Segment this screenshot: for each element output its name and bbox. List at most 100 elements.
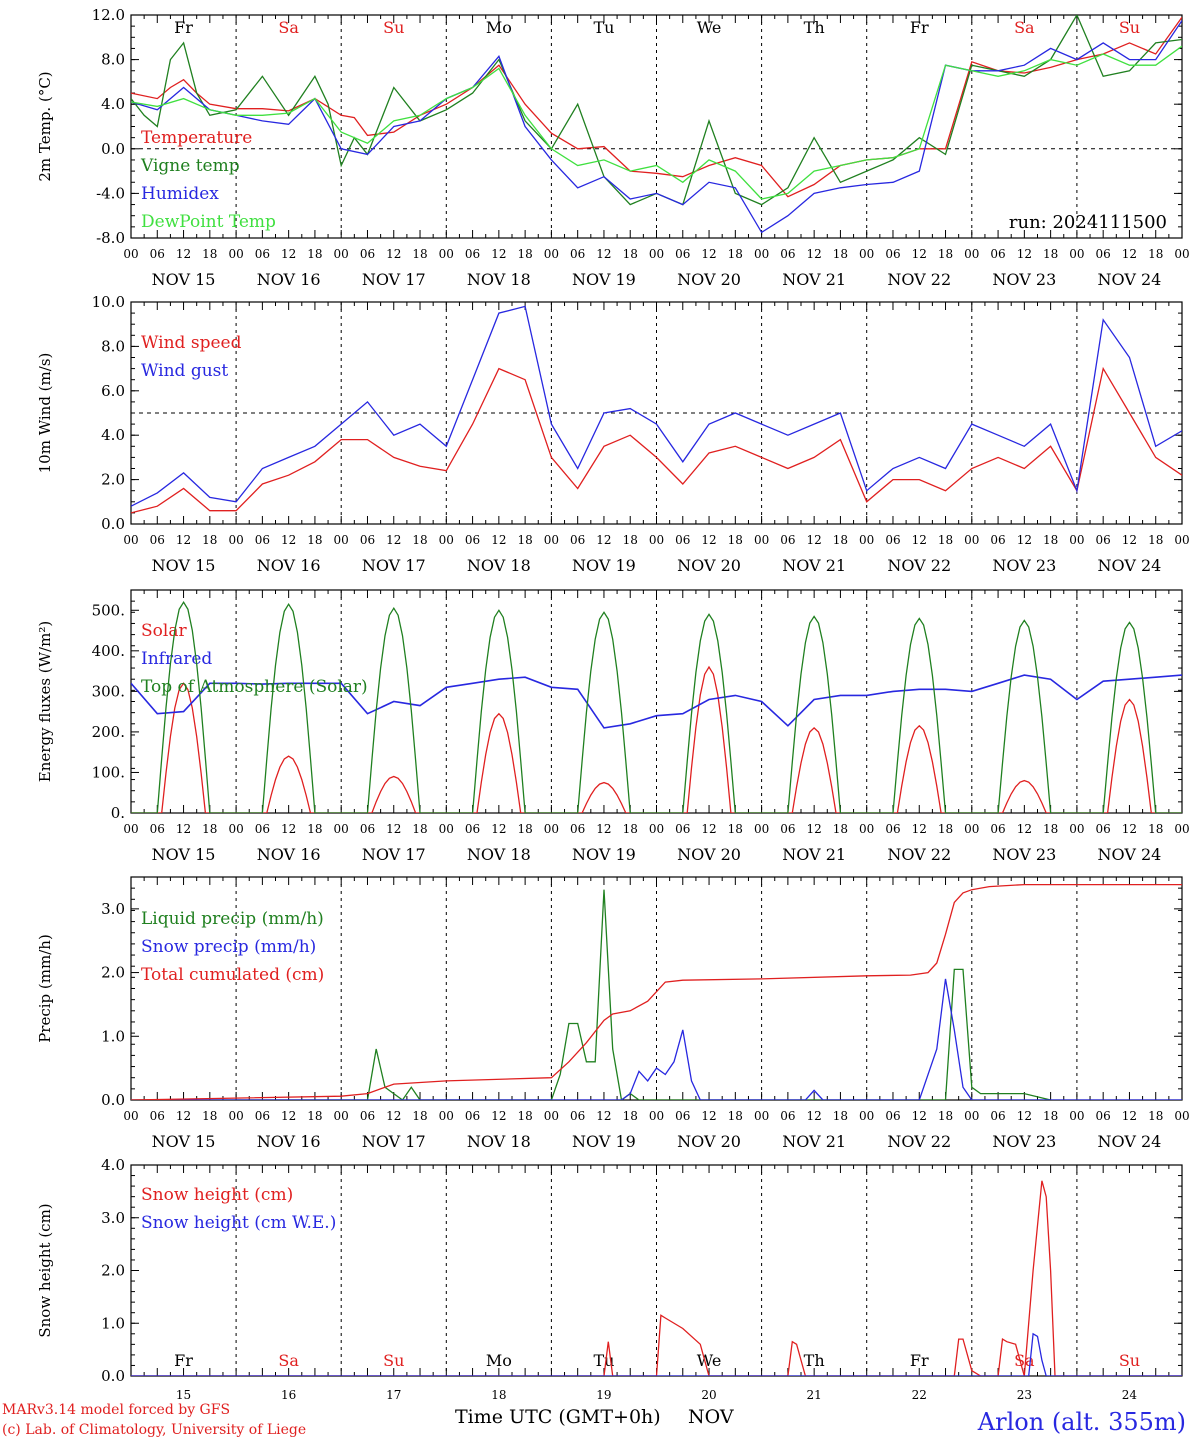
hour-label: 18 [307,247,322,261]
hour-label: 00 [123,533,138,547]
series-line-1 [131,889,1051,1100]
hour-label: 06 [465,533,480,547]
legend-entry: Wind speed [141,333,242,353]
panel-3: 0. 100. 200. 300. 400. 500. Energy fluxes (W/m… [36,589,1190,864]
day-number-label: 21 [807,1388,822,1402]
hour-label: 00 [649,533,664,547]
date-label: NOV 16 [257,270,321,289]
hour-label: 12 [281,822,296,836]
weekday-label: Sa [278,1351,299,1370]
hour-label: 18 [623,533,638,547]
legend-entry: DewPoint Temp [141,212,276,232]
weekday-label: Sa [1014,18,1035,37]
hour-label: 18 [412,247,427,261]
weekday-label: Su [1119,18,1140,37]
hour-label: 00 [123,822,138,836]
hour-label: 06 [150,247,165,261]
hour-label: 12 [807,533,822,547]
hour-label: 00 [544,247,559,261]
series-line-1 [131,665,1182,813]
date-label: NOV 23 [992,556,1056,575]
hour-label: 00 [1174,533,1189,547]
hour-label: 12 [807,822,822,836]
y-tick-label: 0. [111,804,125,822]
hour-label: 18 [833,1109,848,1123]
hour-label: 00 [334,533,349,547]
hour-label: 00 [123,247,138,261]
hour-label: 18 [517,1109,532,1123]
hour-label: 18 [1043,822,1058,836]
hour-label: 00 [964,1109,979,1123]
y-axis-label: 10m Wind (m/s) [36,353,54,474]
hour-label: 18 [623,822,638,836]
y-tick-label: 8.0 [101,337,125,355]
date-label: NOV 23 [992,845,1056,864]
hour-label: 06 [780,1109,795,1123]
y-tick-label: 6.0 [101,382,125,400]
series-line-2 [131,674,1182,729]
hour-label: 06 [465,822,480,836]
hour-label: 00 [754,533,769,547]
y-tick-label: 2.0 [101,471,125,489]
legend-entry: Temperature [141,128,252,148]
hour-label: 18 [307,1109,322,1123]
panel-5: 0.0 1.0 2.0 3.0 4.0 Snow height (cm) Fr 15 Sa 16 S… [36,1156,1183,1402]
date-label: NOV 15 [152,556,216,575]
hour-label: 12 [176,822,191,836]
weekday-label: We [697,1351,722,1370]
date-label: NOV 17 [362,845,426,864]
hour-label: 18 [728,822,743,836]
hour-label: 06 [675,533,690,547]
weekday-label: Th [804,18,825,37]
weekday-label: Su [1119,1351,1140,1370]
hour-label: 18 [202,247,217,261]
hour-label: 00 [1069,247,1084,261]
series-line-1 [131,366,1182,514]
hour-label: 06 [150,533,165,547]
hour-label: 00 [964,247,979,261]
y-tick-label: 2.0 [101,964,125,982]
hour-label: 12 [596,822,611,836]
y-tick-label: -4.0 [96,184,125,202]
weekday-label: We [697,18,722,37]
hour-label: 06 [1096,247,1111,261]
day-number-label: 15 [176,1388,191,1402]
series-line-2 [131,978,1182,1100]
hour-label: 06 [570,247,585,261]
hour-label: 06 [1096,1109,1111,1123]
y-tick-label: 4.0 [101,1156,125,1174]
y-tick-label: 1.0 [101,1027,125,1045]
date-label: NOV 17 [362,556,426,575]
date-label: NOV 22 [887,845,951,864]
y-tick-label: 3.0 [101,1209,125,1227]
date-label: NOV 15 [152,845,216,864]
date-label: NOV 15 [152,270,216,289]
month-label: NOV [688,1406,734,1428]
hour-label: 00 [859,247,874,261]
hour-label: 00 [1174,822,1189,836]
hour-label: 18 [1148,247,1163,261]
date-label: NOV 20 [677,270,741,289]
hour-label: 18 [517,247,532,261]
y-axis-label: Energy fluxes (W/m²) [36,621,54,782]
model-credit: MARv3.14 model forced by GFS [2,1402,230,1418]
hour-label: 12 [912,247,927,261]
date-label: NOV 22 [887,556,951,575]
hour-label: 06 [255,247,270,261]
hour-label: 12 [386,533,401,547]
date-label: NOV 24 [1098,556,1162,575]
hour-label: 18 [938,533,953,547]
weekday-label: Fr [174,18,193,37]
y-tick-label: 0.0 [101,140,125,158]
hour-label: 18 [517,822,532,836]
hour-label: 06 [255,822,270,836]
hour-label: 18 [1148,822,1163,836]
hour-label: 06 [1096,533,1111,547]
weekday-label: Mo [486,18,512,37]
hour-label: 06 [360,533,375,547]
station-label: Arlon (alt. 355m) [977,1408,1186,1436]
hour-label: 18 [412,822,427,836]
hour-label: 18 [938,1109,953,1123]
y-tick-label: 500. [92,601,125,619]
hour-label: 18 [307,533,322,547]
